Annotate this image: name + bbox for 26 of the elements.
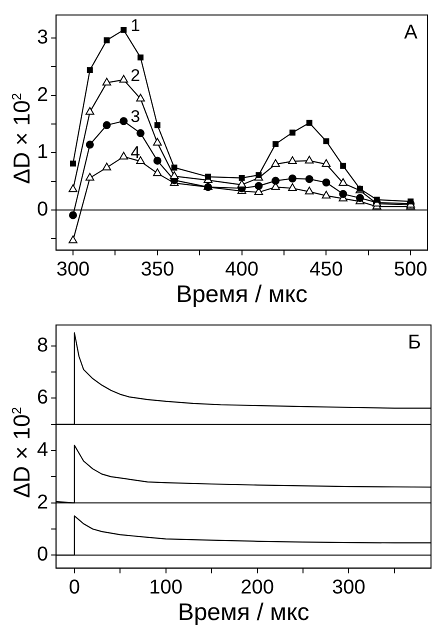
x-tick-label: 450 bbox=[310, 258, 343, 281]
y-tick-label: 3 bbox=[37, 26, 48, 48]
series-label: 1 bbox=[130, 16, 140, 35]
y-tick-label: 2 bbox=[37, 84, 48, 106]
x-tick-label: 200 bbox=[240, 576, 274, 599]
x-tick-label: 100 bbox=[149, 576, 183, 599]
y-tick-label: 0 bbox=[37, 198, 48, 221]
annotation: А bbox=[404, 22, 418, 44]
y-tick-label: 1 bbox=[37, 141, 48, 164]
series-label: 4 bbox=[130, 142, 140, 162]
x-axis-title: Время / мкс bbox=[178, 599, 310, 626]
x-axis-title: Время / мкс bbox=[176, 281, 308, 308]
y-tick-label: 8 bbox=[37, 334, 48, 356]
y-tick-label: 2 bbox=[37, 491, 48, 514]
x-tick-label: 300 bbox=[332, 576, 366, 599]
x-tick-label: 350 bbox=[140, 258, 174, 281]
y-tick-label: 6 bbox=[37, 386, 48, 409]
x-tick-label: 400 bbox=[225, 258, 258, 281]
x-tick-label: 0 bbox=[68, 576, 80, 599]
y-tick-label: 0 bbox=[37, 544, 48, 566]
x-tick-label: 500 bbox=[394, 258, 428, 281]
series-label: 2 bbox=[130, 66, 140, 85]
y-tick-label: 4 bbox=[37, 439, 48, 462]
series-label: 3 bbox=[130, 107, 140, 126]
annotation: Б bbox=[408, 332, 421, 354]
x-tick-label: 300 bbox=[56, 258, 90, 281]
